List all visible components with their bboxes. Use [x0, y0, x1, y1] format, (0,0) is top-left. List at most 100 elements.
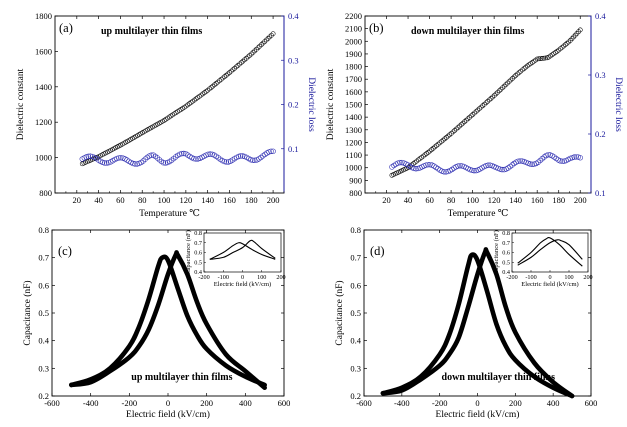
constant-point	[192, 97, 197, 103]
constant-point	[270, 31, 276, 37]
x-tick-label: 200	[509, 398, 522, 408]
constant-point	[188, 100, 194, 105]
x-tick-label: -200	[432, 398, 448, 408]
x-axis-label: Temperature ℃	[139, 209, 200, 219]
loss-point	[557, 158, 563, 164]
constant-point	[554, 48, 560, 54]
x-tick-label: -600	[356, 398, 372, 408]
panel-annotation: up multilayer thin films	[101, 26, 202, 37]
constant-point	[430, 145, 436, 151]
loss-point	[148, 152, 154, 158]
constant-point	[193, 96, 199, 102]
loss-point	[443, 169, 449, 175]
constant-point	[548, 53, 553, 59]
y-tick-label: 0.7	[38, 253, 49, 263]
constant-point	[440, 137, 446, 143]
constant-point	[498, 86, 504, 92]
constant-point	[414, 158, 420, 164]
inset-x-tick-label: 0	[548, 274, 551, 281]
series-line-forward	[380, 252, 575, 399]
constant-point	[485, 98, 491, 104]
constant-point	[248, 51, 254, 57]
y-tick-label: 1000	[35, 153, 52, 163]
constant-point	[252, 48, 258, 54]
constant-point	[445, 133, 451, 139]
y-axis-label: Capacitance (nF)	[22, 280, 33, 345]
y-right-axis-label: Dielectric loss	[306, 77, 316, 132]
inset-x-tick-label: -200	[506, 274, 517, 281]
loss-point	[519, 158, 525, 164]
constant-point	[455, 125, 461, 130]
constant-point	[222, 74, 227, 80]
loss-point	[397, 159, 403, 166]
constant-point	[419, 154, 425, 160]
loss-point	[132, 161, 138, 167]
loss-point	[569, 154, 575, 161]
constant-point	[478, 104, 484, 110]
constant-point	[257, 43, 263, 49]
constant-point	[425, 149, 431, 155]
y-tick-label: 0.7	[350, 253, 361, 263]
constant-point	[531, 58, 537, 64]
loss-point	[193, 156, 199, 162]
loss-point	[205, 151, 211, 158]
y-right-axis-label: Dielectric loss	[613, 77, 623, 132]
x-tick-label: -400	[394, 398, 410, 408]
constant-point	[424, 151, 429, 156]
y-tick-label: 0.5	[38, 308, 49, 318]
inset-x-tick-label: 100	[257, 274, 266, 281]
loss-point	[130, 160, 136, 167]
series-line-reverse	[380, 247, 575, 399]
x-tick-label: -600	[44, 398, 60, 408]
inset-frame	[203, 232, 282, 273]
constant-point	[558, 46, 563, 52]
x-tick-label: 0	[166, 398, 170, 408]
x-tick-label: 20	[382, 195, 391, 205]
x-tick-label: 80	[138, 195, 147, 205]
x-tick-label: 80	[447, 195, 456, 205]
y-right-tick-label: 0.2	[288, 100, 299, 110]
loss-point	[170, 155, 177, 162]
inset-x-tick-label: -100	[525, 274, 536, 281]
constant-point	[259, 42, 264, 48]
y-tick-label: 0.8	[38, 225, 49, 235]
constant-point	[460, 120, 466, 126]
loss-point	[142, 156, 148, 162]
constant-point	[205, 87, 211, 93]
loss-point	[162, 160, 169, 166]
y-tick-label: 0.4	[38, 336, 49, 346]
constant-point	[475, 107, 481, 113]
inset-series-line-reverse	[517, 239, 583, 266]
inset-y-tick-label: 0.7	[502, 240, 510, 247]
constant-point	[539, 56, 545, 61]
constant-point	[215, 79, 221, 85]
constant-point	[503, 82, 509, 87]
constant-point	[185, 102, 191, 108]
constant-point	[559, 45, 565, 50]
series-constant	[389, 27, 583, 178]
constant-point	[521, 66, 527, 71]
x-tick-label: 60	[116, 195, 125, 205]
constant-point	[571, 34, 577, 40]
constant-point	[200, 91, 206, 97]
constant-point	[195, 95, 201, 100]
loss-point	[539, 156, 545, 162]
x-tick-label: 200	[574, 195, 587, 205]
constant-point	[511, 74, 517, 80]
constant-point	[543, 55, 548, 61]
constant-point	[225, 71, 231, 77]
loss-point	[152, 153, 159, 160]
panel-b: 20 40 60 80 100 120 140 160 180 200 800 900 1000 1100…	[326, 11, 623, 219]
x-tick-label: 20	[73, 195, 82, 205]
constant-point	[566, 39, 572, 45]
constant-point	[524, 63, 530, 69]
loss-point	[83, 154, 89, 160]
y-right-tick-label: 0.1	[288, 144, 299, 154]
loss-point	[537, 157, 543, 164]
constant-point	[439, 139, 444, 144]
y-tick-label: 1800	[35, 11, 52, 21]
constant-point	[567, 38, 573, 43]
constant-point	[265, 36, 271, 41]
panel-c: -600 -400 -200 0 200 400 600 0.2 0.3 0.4 0.5 0.6 0.7…	[22, 225, 290, 420]
